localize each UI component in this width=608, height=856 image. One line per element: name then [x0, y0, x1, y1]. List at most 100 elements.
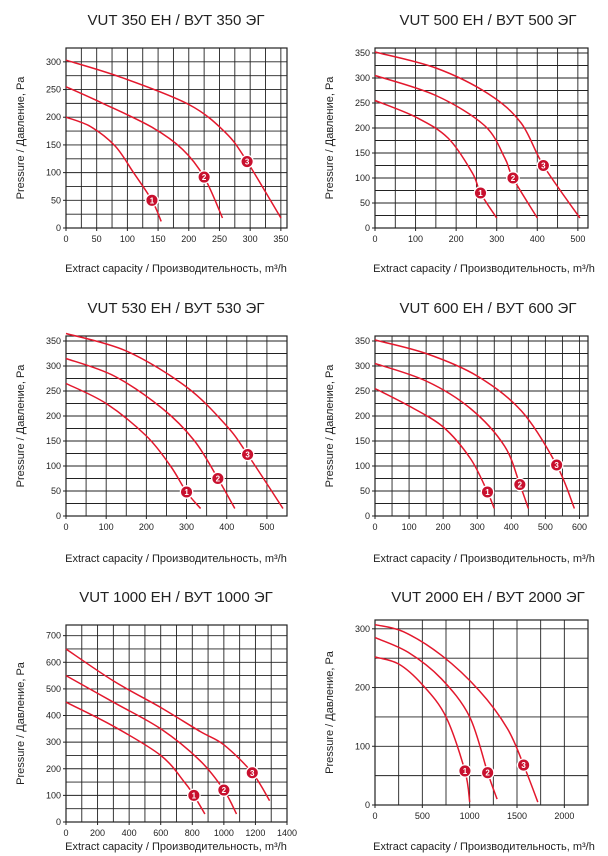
curve-marker-label: 2: [202, 173, 207, 182]
y-tick-label: 100: [355, 173, 370, 183]
y-tick-label: 300: [355, 73, 370, 83]
curve-marker-3: [549, 458, 564, 472]
x-axis-label: Extract capacity / Производительность, m…: [65, 841, 287, 853]
chart-2: 0 100 200 300 400 500 0 50 100 150 200 250 300 350 VUT…: [324, 12, 595, 275]
fan-curve-2: [65, 86, 224, 219]
y-tick-label: 100: [355, 741, 370, 751]
y-tick-label: 250: [46, 85, 61, 95]
curve-marker-2: [480, 765, 495, 780]
plot-frame: [374, 619, 589, 806]
curve-marker-label: 2: [216, 475, 221, 484]
x-tick-label: 200: [90, 828, 105, 838]
y-tick-label: 0: [56, 817, 61, 827]
y-tick-label: 50: [360, 486, 370, 496]
x-tick-label: 1000: [460, 811, 480, 821]
y-tick-label: 150: [46, 140, 61, 150]
plot-frame: [374, 47, 589, 229]
fan-curve-2: [65, 674, 238, 815]
curve-marker-1: [480, 485, 495, 499]
x-tick-label: 250: [212, 234, 227, 244]
chart-title: VUT 2000 EH / ВУТ 2000 ЭГ: [391, 589, 585, 606]
curve-marker-1: [179, 485, 194, 499]
chart-6: 0 500 1000 1500 2000 0 100 200 300 VUT 2000 EH / …: [324, 589, 595, 853]
curve-marker-3: [240, 154, 254, 169]
x-tick-label: 500: [538, 522, 553, 532]
chart-title: VUT 600 EH / ВУТ 600 ЭГ: [400, 300, 577, 317]
curve-marker-label: 1: [150, 196, 155, 205]
curve-marker-3: [516, 758, 531, 772]
y-tick-label: 250: [355, 386, 370, 396]
x-tick-label: 400: [504, 522, 519, 532]
x-tick-label: 100: [402, 522, 417, 532]
y-tick-label: 100: [355, 461, 370, 471]
chart-1: 0 50 100 150 200 250 300 350 0 50 100 150 200 250 300 V…: [15, 12, 288, 275]
y-tick-label: 100: [46, 461, 61, 471]
curve-marker-label: 1: [192, 791, 197, 800]
curve-marker-1: [473, 186, 488, 200]
curve-marker-2: [211, 471, 225, 486]
x-tick-label: 800: [185, 828, 200, 838]
x-tick-label: 300: [243, 234, 258, 244]
fan-curve-3: [374, 339, 576, 509]
x-axis-label: Extract capacity / Производительность, m…: [373, 263, 595, 275]
y-tick-label: 350: [355, 48, 370, 58]
x-tick-label: 200: [139, 522, 154, 532]
x-tick-label: 0: [63, 828, 68, 838]
fan-curve-1: [65, 701, 206, 815]
y-axis-label: Pressure / Давление, Pa: [324, 650, 336, 774]
y-tick-label: 50: [360, 198, 370, 208]
y-tick-label: 0: [365, 511, 370, 521]
x-tick-label: 600: [153, 828, 168, 838]
x-tick-label: 400: [219, 522, 234, 532]
y-tick-label: 350: [46, 336, 61, 346]
y-tick-label: 300: [46, 57, 61, 67]
curve-marker-label: 2: [485, 769, 490, 778]
x-tick-label: 100: [120, 234, 135, 244]
plot-frame: [65, 47, 288, 229]
y-tick-label: 300: [46, 737, 61, 747]
x-tick-label: 500: [570, 234, 585, 244]
chart-title: VUT 500 EH / ВУТ 500 ЭГ: [400, 12, 577, 29]
fan-curve-3: [65, 59, 282, 219]
curve-marker-label: 2: [511, 174, 516, 183]
x-tick-label: 600: [572, 522, 587, 532]
x-tick-label: 1200: [245, 828, 265, 838]
y-tick-label: 400: [46, 711, 61, 721]
y-tick-label: 150: [355, 436, 370, 446]
y-tick-label: 300: [46, 361, 61, 371]
x-tick-label: 200: [449, 234, 464, 244]
chart-title: VUT 1000 EH / ВУТ 1000 ЭГ: [79, 589, 273, 606]
curve-marker-label: 3: [245, 158, 250, 167]
x-tick-label: 200: [181, 234, 196, 244]
y-axis-label: Pressure / Давление, Pa: [15, 661, 27, 785]
y-tick-label: 50: [51, 486, 61, 496]
curve-marker-2: [197, 170, 211, 184]
y-tick-label: 250: [46, 386, 61, 396]
x-tick-label: 100: [99, 522, 114, 532]
curve-marker-label: 1: [478, 189, 483, 198]
y-tick-label: 300: [355, 624, 370, 634]
x-tick-label: 400: [530, 234, 545, 244]
y-tick-label: 50: [51, 195, 61, 205]
curve-marker-2: [512, 477, 527, 492]
fan-curve-3: [65, 648, 271, 802]
curve-marker-label: 3: [250, 769, 255, 778]
x-axis-label: Extract capacity / Производительность, m…: [373, 841, 595, 853]
x-tick-label: 0: [63, 522, 68, 532]
y-tick-label: 200: [46, 411, 61, 421]
curve-marker-label: 2: [222, 786, 227, 795]
curve-marker-label: 3: [245, 451, 250, 460]
y-tick-label: 0: [365, 223, 370, 233]
plot-frame: [65, 335, 288, 517]
y-tick-label: 200: [355, 411, 370, 421]
fan-curve-2: [65, 357, 236, 509]
y-tick-label: 300: [355, 361, 370, 371]
curve-marker-3: [536, 158, 551, 173]
y-tick-label: 350: [355, 336, 370, 346]
y-tick-label: 0: [56, 511, 61, 521]
x-tick-label: 500: [415, 811, 430, 821]
y-axis-label: Pressure / Давление, Pa: [324, 76, 336, 200]
y-tick-label: 200: [355, 123, 370, 133]
chart-title: VUT 530 EH / ВУТ 530 ЭГ: [88, 300, 265, 317]
